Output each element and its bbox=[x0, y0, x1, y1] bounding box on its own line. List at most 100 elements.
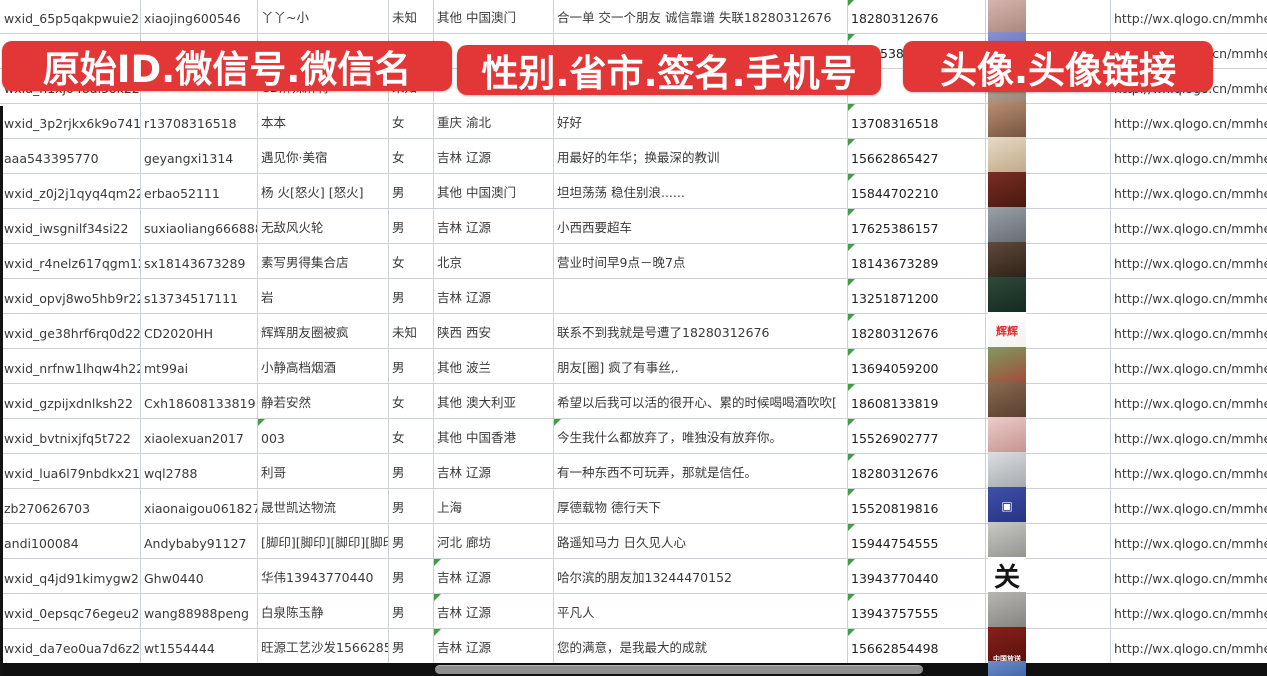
cell-original-id: wxid_0epsqc76egeu22 bbox=[4, 606, 140, 621]
cell-wechat-account: Andybaby91127 bbox=[144, 536, 247, 551]
cell-signature: 营业时间早9点－晚7点 bbox=[557, 255, 686, 270]
stored-as-text-marker bbox=[434, 629, 441, 636]
cell-phone: 13943770440 bbox=[851, 571, 939, 586]
stored-as-text-marker bbox=[848, 629, 855, 636]
cell-wechat-name: 白泉陈玉静 bbox=[261, 605, 324, 620]
cell-signature: 朋友[圈] 疯了有事丝,. bbox=[557, 360, 679, 375]
avatar-image bbox=[988, 522, 1026, 559]
cell-phone: 17625386157 bbox=[851, 221, 939, 236]
cell-wechat-name: 静若安然 bbox=[261, 395, 312, 410]
cell-avatar-link: http://wx.qlogo.cn/mmhead bbox=[1114, 501, 1267, 516]
row-gridline bbox=[0, 593, 1267, 594]
row-gridline bbox=[0, 558, 1267, 559]
cell-phone: 13943757555 bbox=[851, 606, 939, 621]
column-gridline bbox=[985, 0, 986, 663]
cell-phone: 18608133819 bbox=[851, 396, 939, 411]
cell-gender: 未知 bbox=[392, 10, 418, 25]
cell-avatar-link: http://wx.qlogo.cn/mmhead bbox=[1114, 291, 1267, 306]
avatar-image: 中国放送 bbox=[988, 627, 1026, 664]
cell-region: 吉林 辽源 bbox=[437, 220, 491, 235]
column-gridline bbox=[553, 0, 554, 663]
cell-phone: 15520819816 bbox=[851, 501, 939, 516]
cell-wechat-account: s13734517111 bbox=[144, 291, 238, 306]
cell-wechat-account: mt99ai bbox=[144, 361, 189, 376]
annotation-banner-gender-region-signature-phone: 性别.省市.签名.手机号 bbox=[457, 45, 881, 95]
cell-gender: 女 bbox=[392, 430, 405, 445]
row-gridline bbox=[0, 383, 1267, 384]
cell-gender: 未知 bbox=[392, 325, 418, 340]
cell-gender: 男 bbox=[392, 605, 405, 620]
annotation-banner-avatar-link: 头像.头像链接 bbox=[903, 41, 1213, 92]
avatar-image bbox=[988, 0, 1026, 34]
cell-signature: 好好 bbox=[557, 115, 583, 130]
cell-original-id: wxid_nrfnw1lhqw4h22 bbox=[4, 361, 140, 376]
cell-avatar-link: http://wx.qlogo.cn/mmhead bbox=[1114, 571, 1267, 586]
cell-region: 其他 中国香港 bbox=[437, 430, 516, 445]
cell-wechat-account: xiaolexuan2017 bbox=[144, 431, 244, 446]
cell-gender: 女 bbox=[392, 115, 405, 130]
cell-signature: 合一单 交一个朋友 诚信靠谱 失联18280312676 bbox=[557, 10, 832, 25]
column-gridline bbox=[388, 0, 389, 663]
column-gridline bbox=[1110, 0, 1111, 663]
stored-as-text-marker bbox=[434, 594, 441, 601]
cell-avatar-link: http://wx.qlogo.cn/mmhead bbox=[1114, 396, 1267, 411]
cell-signature: 今生我什么都放弃了，唯独没有放弃你。 bbox=[557, 430, 783, 445]
cell-original-id: wxid_3p2rjkx6k9o741 bbox=[4, 116, 140, 131]
stored-as-text-marker bbox=[848, 174, 855, 181]
cell-wechat-account: suxiaoliang666888 bbox=[144, 221, 257, 236]
row-gridline bbox=[0, 173, 1267, 174]
cell-original-id: wxid_iwsgnilf34si22 bbox=[4, 221, 129, 236]
row-gridline bbox=[0, 138, 1267, 139]
stored-as-text-marker bbox=[848, 349, 855, 356]
cell-region: 其他 中国澳门 bbox=[437, 10, 516, 25]
cell-gender: 男 bbox=[392, 640, 405, 655]
cell-region: 北京 bbox=[437, 255, 463, 270]
cell-avatar-link: http://wx.qlogo.cn/mmhead bbox=[1114, 151, 1267, 166]
horizontal-scrollbar-thumb[interactable] bbox=[435, 665, 923, 674]
cell-gender: 男 bbox=[392, 570, 405, 585]
cell-wechat-name: 华伟13943770440 bbox=[261, 570, 374, 585]
avatar-image bbox=[988, 382, 1026, 419]
stored-as-text-marker bbox=[554, 419, 561, 426]
cell-original-id: wxid_65p5qakpwuie22 bbox=[4, 11, 140, 26]
cell-wechat-account: Ghw0440 bbox=[144, 571, 204, 586]
cell-original-id: wxid_lua6l79nbdkx21 bbox=[4, 466, 140, 481]
cell-wechat-name: 旺源工艺沙发15662854 bbox=[261, 640, 388, 655]
stored-as-text-marker bbox=[848, 0, 855, 6]
cell-original-id: zb270626703 bbox=[4, 501, 91, 516]
avatar-image bbox=[988, 417, 1026, 454]
cell-wechat-account: wang88988peng bbox=[144, 606, 249, 621]
cell-wechat-account: r13708316518 bbox=[144, 116, 237, 131]
cell-avatar-link: http://wx.qlogo.cn/mmhead bbox=[1114, 186, 1267, 201]
cell-phone: 15526902777 bbox=[851, 431, 939, 446]
cell-region: 其他 中国澳门 bbox=[437, 185, 516, 200]
cell-region: 其他 波兰 bbox=[437, 360, 491, 375]
cell-gender: 男 bbox=[392, 360, 405, 375]
row-gridline bbox=[0, 523, 1267, 524]
row-gridline bbox=[0, 103, 1267, 104]
cell-avatar-link: http://wx.qlogo.cn/mmhead bbox=[1114, 221, 1267, 236]
cell-avatar-link: http://wx.qlogo.cn/mmhead bbox=[1114, 361, 1267, 376]
left-window-edge bbox=[0, 106, 3, 676]
avatar-image: ▣ bbox=[988, 487, 1026, 524]
cell-wechat-account: erbao52111 bbox=[144, 186, 220, 201]
cell-signature: 厚德载物 德行天下 bbox=[557, 500, 661, 515]
stored-as-text-marker bbox=[848, 104, 855, 111]
row-gridline bbox=[0, 33, 1267, 34]
stored-as-text-marker bbox=[848, 279, 855, 286]
avatar-image bbox=[988, 172, 1026, 209]
cell-original-id: wxid_z0j2j1qyq4qm22 bbox=[4, 186, 140, 201]
stored-as-text-marker bbox=[848, 594, 855, 601]
cell-signature: 平凡人 bbox=[557, 605, 595, 620]
cell-phone: 18143673289 bbox=[851, 256, 939, 271]
stored-as-text-marker bbox=[434, 559, 441, 566]
stored-as-text-marker bbox=[258, 419, 265, 426]
avatar-image bbox=[988, 102, 1026, 139]
stored-as-text-marker bbox=[848, 384, 855, 391]
cell-avatar-link: http://wx.qlogo.cn/mmhead bbox=[1114, 536, 1267, 551]
row-gridline bbox=[0, 278, 1267, 279]
avatar-image bbox=[988, 277, 1026, 314]
cell-wechat-name: 利哥 bbox=[261, 465, 287, 480]
cell-avatar-link: http://wx.qlogo.cn/mmhead bbox=[1114, 116, 1267, 131]
